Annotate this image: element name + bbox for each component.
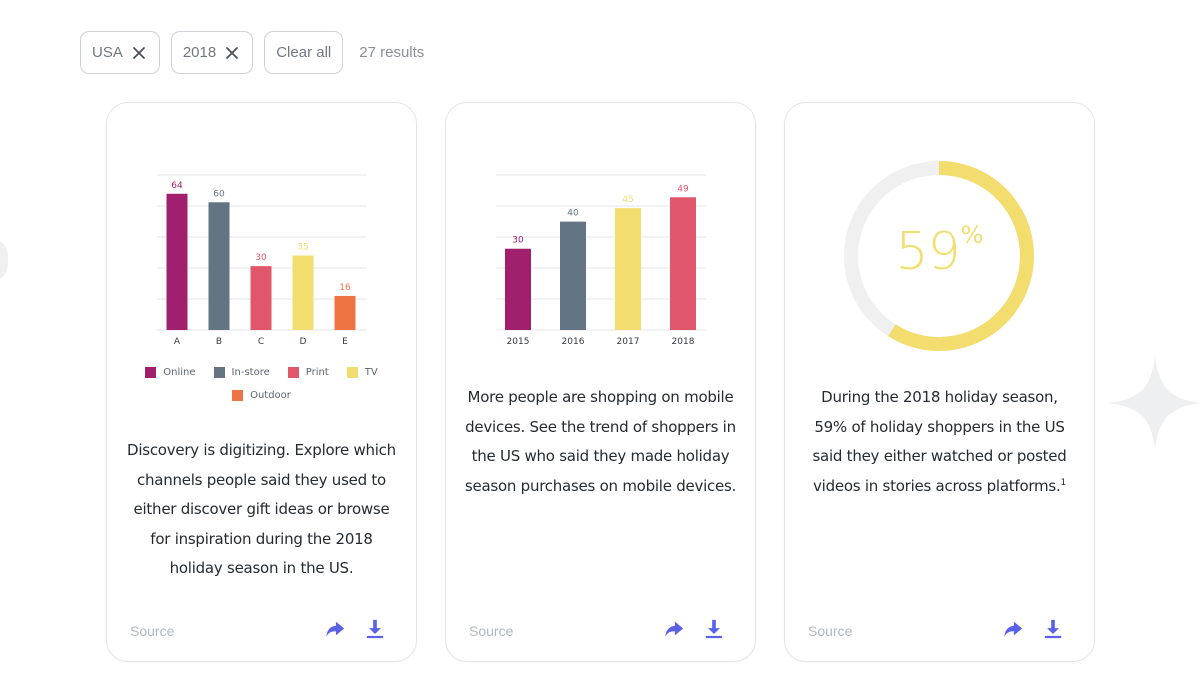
share-icon[interactable] — [663, 618, 685, 640]
source-link[interactable]: Source — [130, 623, 175, 639]
bar — [615, 208, 641, 330]
data-label: 40 — [567, 209, 579, 219]
bar — [292, 255, 314, 330]
stat-value: 59% — [785, 221, 1094, 282]
tick-label: C — [258, 337, 264, 347]
legend-label: TV — [364, 367, 378, 378]
tick-label: 2015 — [507, 337, 530, 347]
card-description: More people are shopping on mobile devic… — [464, 388, 737, 495]
legend-swatch — [213, 367, 225, 378]
bar — [250, 266, 272, 330]
legend-swatch — [346, 367, 358, 378]
insight-card-3: 59% During the 2018 holiday season, 59% … — [784, 102, 1095, 662]
bar — [670, 197, 696, 330]
tick-label: 2017 — [617, 337, 640, 347]
tick-label: D — [300, 337, 307, 347]
data-label: 35 — [297, 243, 308, 253]
legend-item-in-store: In-store — [213, 367, 270, 378]
bar-chart-channels: 64 A 60 B 30 C 35 D 16 E — [157, 174, 367, 347]
filter-chip-label: 2018 — [182, 44, 217, 61]
bar — [560, 221, 586, 330]
filter-bar: USA 2018 Clear all 27 results — [80, 31, 424, 74]
data-label: 45 — [622, 195, 633, 205]
data-label: 64 — [171, 181, 183, 191]
donut-chart — [844, 161, 1034, 351]
filter-chip-label: USA — [92, 44, 123, 61]
tick-label: 2018 — [672, 337, 695, 347]
stat-number: 59 — [895, 222, 961, 282]
data-label: 30 — [512, 236, 524, 246]
download-icon[interactable] — [703, 618, 725, 640]
chart-legend: Online In-store Print TV Outdoor — [107, 367, 416, 413]
filter-chip-usa[interactable]: USA — [80, 31, 160, 74]
footnote-marker: 1 — [1060, 477, 1066, 488]
legend-item-print: Print — [287, 367, 329, 378]
bar — [166, 193, 188, 330]
legend-label: In-store — [231, 367, 270, 378]
card-description: Discovery is digitizing. Explore which c… — [127, 441, 396, 577]
legend-label: Online — [163, 367, 196, 378]
legend-label: Print — [305, 367, 329, 378]
source-link[interactable]: Source — [808, 623, 853, 639]
legend-item-online: Online — [145, 367, 196, 378]
card-description-text: During the 2018 holiday season, 59% of h… — [812, 388, 1067, 495]
data-label: 49 — [677, 184, 689, 194]
tick-label: E — [342, 337, 348, 347]
data-label: 30 — [255, 253, 267, 263]
insight-card-1: 64 A 60 B 30 C 35 D 16 E Online In-store Print TV — [106, 102, 417, 662]
share-icon[interactable] — [324, 618, 346, 640]
legend-item-tv: TV — [346, 367, 378, 378]
insight-card-2: 30 2015 40 2016 45 2017 49 2018 More people are… — [445, 102, 756, 662]
sparkle-icon — [1108, 356, 1200, 450]
close-icon[interactable] — [225, 46, 239, 60]
filter-chip-2018[interactable]: 2018 — [170, 31, 254, 74]
stat-unit: % — [960, 221, 984, 249]
data-label: 16 — [339, 283, 351, 293]
tick-label: A — [174, 337, 181, 347]
results-count: 27 results — [359, 44, 425, 61]
download-icon[interactable] — [1042, 618, 1064, 640]
legend-item-outdoor: Outdoor — [232, 390, 291, 401]
bar — [505, 248, 531, 330]
legend-swatch — [287, 367, 299, 378]
legend-swatch — [232, 390, 244, 401]
decorative-half-circle — [0, 238, 8, 282]
bar — [208, 202, 230, 330]
data-label: 60 — [213, 189, 225, 199]
close-icon[interactable] — [132, 46, 146, 60]
legend-swatch — [145, 367, 157, 378]
tick-label: B — [216, 337, 222, 347]
legend-label: Outdoor — [250, 390, 291, 401]
bar — [334, 295, 356, 330]
tick-label: 2016 — [562, 337, 585, 347]
source-link[interactable]: Source — [469, 623, 514, 639]
share-icon[interactable] — [1002, 618, 1024, 640]
bar-chart-mobile-trend: 30 2015 40 2016 45 2017 49 2018 — [496, 174, 706, 347]
clear-all-button[interactable]: Clear all — [264, 31, 344, 74]
download-icon[interactable] — [364, 618, 386, 640]
donut-slice — [888, 161, 1034, 351]
clear-all-label: Clear all — [276, 44, 332, 61]
card-description: During the 2018 holiday season, 59% of h… — [803, 383, 1076, 501]
